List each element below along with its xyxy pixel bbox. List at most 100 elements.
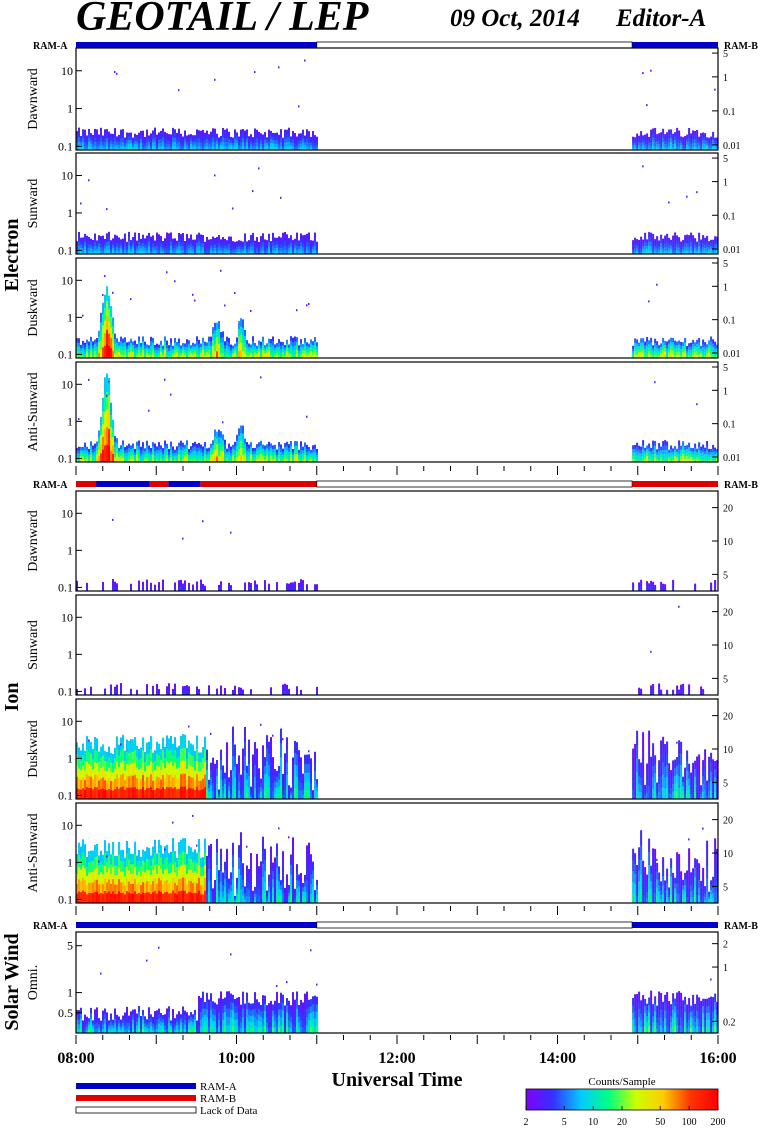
spectrogram-cell	[258, 458, 260, 463]
spectrogram-cell	[84, 891, 86, 904]
spectrogram-cell	[210, 777, 212, 785]
spectrogram-cell	[76, 342, 78, 347]
spectrogram-cell	[166, 689, 168, 692]
spectrogram-cell	[662, 445, 665, 450]
spectrogram-cell	[178, 137, 180, 142]
spectrogram-cell	[204, 139, 206, 144]
spectrogram-cell	[692, 138, 695, 143]
spectrogram-cell	[638, 147, 641, 151]
spectrogram-cell	[242, 692, 244, 695]
spectrogram-cell	[124, 245, 126, 251]
spectrogram-cell	[182, 747, 184, 761]
spectrogram-cell	[316, 144, 318, 148]
spectrogram-cell	[116, 452, 118, 458]
spectrogram-cell	[658, 243, 661, 247]
spectrogram-cell	[166, 748, 168, 762]
spectrogram-cell	[702, 791, 705, 800]
spectrogram-cell	[282, 692, 284, 696]
spectrogram-cell	[176, 341, 178, 346]
spectrogram-cell	[278, 354, 280, 359]
spectrogram-cell	[270, 350, 272, 355]
spectrogram-cell	[204, 446, 206, 451]
spectrogram-cell	[232, 251, 234, 255]
spectrogram-cell	[196, 735, 198, 749]
spectrogram-cell	[276, 139, 278, 144]
spectrogram-cell	[122, 449, 124, 454]
spectrogram-cell	[148, 352, 150, 356]
spectrogram-cell	[296, 139, 298, 143]
spectrogram-cell	[300, 133, 302, 138]
spectrogram-cell	[252, 456, 254, 460]
spectrogram-cell	[110, 337, 112, 349]
spectrogram-cell	[700, 455, 703, 460]
spectrogram-cell	[690, 249, 693, 255]
spectrogram-cell	[196, 349, 198, 355]
spectrogram-cell	[108, 142, 110, 147]
spectrogram-cell	[704, 456, 707, 460]
spectrogram-cell	[94, 786, 96, 800]
spectrogram-cell	[300, 588, 302, 592]
spectrogram-cell	[98, 883, 100, 894]
spectrogram-cell	[150, 773, 152, 787]
spectrogram-cell	[656, 456, 659, 460]
spectrogram-cell	[192, 144, 194, 148]
spectrogram-cell	[256, 146, 258, 151]
spectrogram-cell	[152, 789, 154, 800]
spectrogram-cell	[678, 692, 681, 695]
spectrogram-cell	[716, 250, 719, 255]
spectrogram-cell	[228, 247, 230, 251]
spectrogram-cell	[694, 454, 697, 459]
spectrogram-cell	[642, 745, 645, 760]
spectrogram-cell	[132, 250, 134, 255]
spectrogram-cell	[78, 136, 80, 142]
spectrogram-cell	[270, 687, 272, 690]
spectrogram-cell	[196, 585, 198, 588]
spectrogram-cell	[166, 735, 168, 749]
spectrogram-cell	[268, 250, 270, 255]
spectrogram-cell	[650, 241, 653, 246]
spectrogram-cell	[142, 142, 144, 147]
spectrogram-cell	[646, 458, 649, 463]
spectrogram-cell	[664, 243, 667, 248]
spectrogram-cell	[86, 455, 88, 460]
spectrogram-cell	[244, 582, 246, 585]
spectrogram-cell	[156, 452, 158, 457]
spectrogram-cell	[82, 890, 84, 904]
spectrogram-cell	[656, 134, 659, 138]
spectrogram-cell	[290, 139, 292, 143]
spectrogram-cell	[278, 454, 280, 459]
spectrogram-cell	[288, 238, 290, 242]
spectrogram-cell	[660, 690, 663, 693]
spectrogram-cell	[178, 442, 180, 448]
spectrogram-cell	[200, 246, 202, 251]
spectrogram-cell	[250, 235, 252, 240]
spectrogram-cell	[206, 348, 208, 353]
spectrogram-cell	[282, 241, 284, 246]
spectrogram-cell	[202, 345, 204, 351]
spectrogram-cell	[208, 242, 210, 246]
spectrogram-cell	[252, 453, 254, 457]
spectrogram-speck	[148, 409, 150, 412]
spectrogram-cell	[644, 459, 647, 463]
spectrogram-cell	[258, 347, 260, 352]
spectrogram-cell	[234, 685, 236, 689]
spectrogram-cell	[686, 789, 689, 800]
spectrogram-cell	[214, 336, 216, 345]
spectrogram-cell	[86, 449, 88, 454]
spectrogram-cell	[146, 765, 148, 777]
spectrogram-cell	[274, 344, 276, 348]
spectrogram-cell	[114, 747, 116, 759]
spectrogram-cell	[288, 796, 290, 800]
spectrogram-cell	[140, 238, 142, 243]
spectrogram-cell	[302, 239, 304, 244]
spectrogram-cell	[224, 354, 226, 359]
spectrogram-cell	[674, 232, 677, 238]
spectrogram-cell	[260, 782, 262, 788]
spectrogram-cell	[686, 234, 689, 239]
spectrogram-cell	[188, 244, 190, 249]
spectrogram-cell	[314, 587, 316, 589]
spectrogram-cell	[670, 141, 673, 147]
spectrogram-cell	[710, 139, 713, 143]
spectrogram-cell	[674, 347, 677, 352]
